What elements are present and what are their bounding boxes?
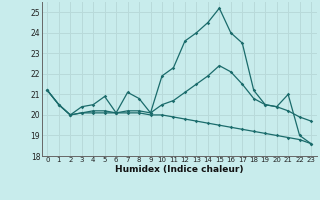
X-axis label: Humidex (Indice chaleur): Humidex (Indice chaleur) [115, 165, 244, 174]
